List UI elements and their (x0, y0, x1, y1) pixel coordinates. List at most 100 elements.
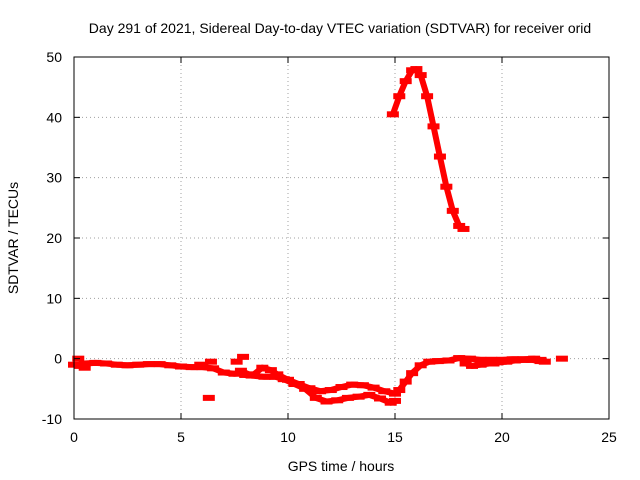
data-point (202, 394, 215, 401)
data-point (346, 381, 359, 388)
data-point (423, 358, 436, 365)
data-point (485, 356, 498, 363)
x-tick-label: 10 (280, 429, 296, 445)
data-point (427, 123, 440, 130)
y-tick-label: 10 (46, 290, 62, 306)
data-point (389, 397, 401, 404)
data-point (500, 358, 513, 365)
data-point (393, 93, 406, 100)
data-point (258, 373, 271, 380)
data-point (414, 362, 427, 369)
data-point (142, 361, 155, 368)
data-point (164, 362, 177, 369)
data-point (194, 361, 207, 368)
data-point (299, 385, 312, 392)
x-axis-label: GPS time / hours (288, 458, 395, 474)
data-point (314, 388, 327, 395)
data-point (78, 364, 91, 371)
data-point (474, 356, 487, 363)
data-point (414, 72, 427, 79)
data-point (335, 384, 348, 391)
data-point (264, 367, 277, 374)
data-point (341, 394, 354, 401)
data-point (269, 373, 282, 380)
chart-title: Day 291 of 2021, Sidereal Day-to-day VTE… (89, 20, 591, 36)
data-point (324, 387, 337, 394)
y-axis-label: SDTVAR / TECUs (5, 182, 21, 294)
y-tick-label: 20 (46, 230, 62, 246)
data-point (534, 358, 547, 365)
data-point (352, 393, 365, 400)
data-point (228, 370, 241, 377)
series-line-upper-track (390, 66, 466, 232)
data-point (466, 362, 479, 369)
data-point (78, 360, 91, 367)
y-tick-label: 50 (46, 49, 62, 65)
data-point (459, 360, 472, 367)
data-point (356, 382, 369, 389)
data-point (393, 387, 406, 394)
data-point (153, 361, 166, 368)
data-point (204, 358, 217, 365)
data-series (68, 66, 568, 406)
data-point (453, 222, 466, 229)
series-upper-track (386, 66, 470, 232)
data-point (442, 357, 455, 364)
data-point (89, 359, 102, 366)
data-point (132, 361, 145, 368)
x-tick-label: 5 (177, 429, 185, 445)
data-point (288, 381, 301, 388)
data-point (230, 358, 243, 365)
data-point (555, 355, 568, 362)
y-tick-label: -10 (42, 411, 62, 427)
data-point (185, 364, 198, 371)
series-lower-track (234, 367, 401, 406)
data-point (309, 394, 322, 401)
data-point (463, 355, 476, 362)
data-point (234, 367, 247, 374)
y-tick-label: 30 (46, 170, 62, 186)
data-point (386, 111, 399, 118)
data-point (121, 362, 134, 369)
data-point (217, 369, 230, 376)
data-point (487, 360, 500, 367)
axis-ticks: 0 5 10 15 20 25 -10 0 10 20 30 40 50 (42, 49, 617, 445)
data-point (237, 353, 250, 360)
x-tick-label: 25 (601, 429, 617, 445)
data-point (525, 356, 538, 363)
x-tick-label: 0 (70, 429, 78, 445)
data-point (256, 364, 269, 371)
data-point (320, 398, 333, 405)
y-tick-label: 0 (54, 351, 62, 367)
data-point (374, 395, 387, 402)
data-point (431, 358, 444, 365)
data-point (331, 397, 344, 404)
data-point (389, 390, 401, 397)
data-point (446, 207, 459, 214)
data-point (433, 153, 446, 160)
data-point (110, 361, 123, 368)
data-point (399, 78, 412, 85)
y-tick-label: 40 (46, 109, 62, 125)
data-point (421, 93, 434, 100)
data-point (367, 384, 380, 391)
data-point (245, 372, 258, 379)
data-point (440, 183, 453, 190)
data-point (508, 357, 521, 364)
data-point (207, 365, 220, 372)
data-point (363, 391, 376, 398)
data-point (517, 356, 530, 363)
data-point (175, 363, 187, 370)
x-tick-label: 15 (387, 429, 403, 445)
x-tick-label: 20 (494, 429, 510, 445)
data-point (453, 355, 466, 362)
data-point (100, 360, 113, 367)
data-point (410, 66, 423, 73)
data-point (457, 225, 470, 232)
data-point (406, 370, 419, 377)
data-point (474, 361, 487, 368)
data-point (378, 388, 391, 395)
data-point (399, 378, 412, 385)
grid (74, 57, 609, 419)
data-point (277, 376, 290, 383)
